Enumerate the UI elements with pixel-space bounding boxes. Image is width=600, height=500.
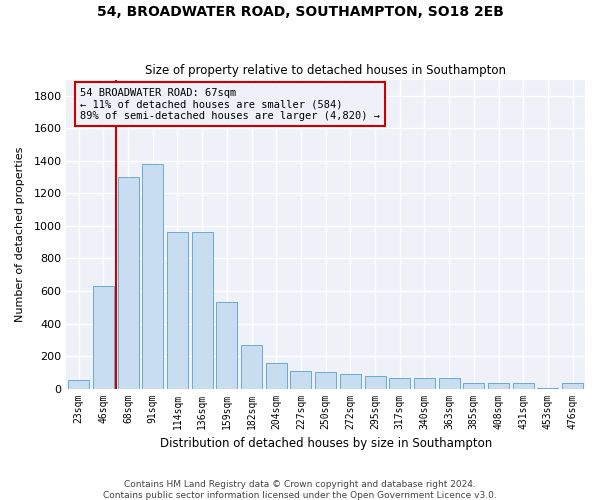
Bar — [290, 370, 311, 388]
Bar — [340, 374, 361, 388]
Bar — [266, 364, 287, 388]
Title: Size of property relative to detached houses in Southampton: Size of property relative to detached ho… — [145, 64, 506, 77]
Bar — [217, 302, 238, 388]
Bar — [414, 378, 435, 388]
Bar — [241, 344, 262, 389]
Bar — [93, 286, 114, 388]
Bar — [68, 380, 89, 388]
Text: 54, BROADWATER ROAD, SOUTHAMPTON, SO18 2EB: 54, BROADWATER ROAD, SOUTHAMPTON, SO18 2… — [97, 5, 503, 19]
Bar — [191, 232, 212, 388]
Bar — [118, 177, 139, 388]
Bar — [439, 378, 460, 388]
Bar — [142, 164, 163, 388]
Bar — [167, 232, 188, 388]
Bar — [315, 372, 336, 388]
X-axis label: Distribution of detached houses by size in Southampton: Distribution of detached houses by size … — [160, 437, 492, 450]
Text: 54 BROADWATER ROAD: 67sqm
← 11% of detached houses are smaller (584)
89% of semi: 54 BROADWATER ROAD: 67sqm ← 11% of detac… — [80, 88, 380, 121]
Text: Contains HM Land Registry data © Crown copyright and database right 2024.
Contai: Contains HM Land Registry data © Crown c… — [103, 480, 497, 500]
Bar — [365, 376, 386, 388]
Bar — [513, 383, 534, 388]
Bar — [463, 383, 484, 388]
Bar — [562, 383, 583, 388]
Y-axis label: Number of detached properties: Number of detached properties — [15, 146, 25, 322]
Bar — [389, 378, 410, 388]
Bar — [488, 383, 509, 388]
